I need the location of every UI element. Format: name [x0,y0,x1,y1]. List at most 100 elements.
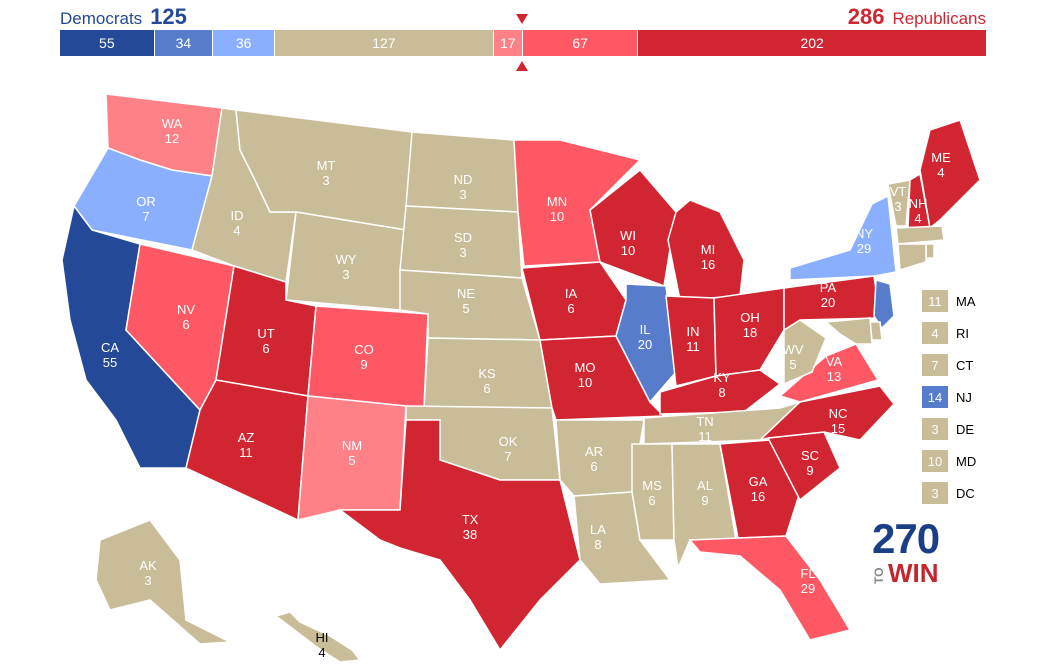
state-pa[interactable] [783,275,881,332]
state-fl[interactable] [688,535,852,641]
small-state-abbr-ri: RI [956,326,969,341]
state-label-ak: AK 3 [139,558,157,588]
small-state-nj[interactable]: 14 NJ [922,386,972,408]
state-label-hi: HI 4 [316,630,329,660]
state-label-oh: OH 18 [740,310,760,340]
small-state-abbr-md: MD [956,454,976,469]
small-state-ri[interactable]: 4 RI [922,322,969,344]
state-label-nh: NH 4 [909,196,928,226]
logo-to: TO [872,567,886,584]
small-state-votes-ct: 7 [931,358,938,373]
state-me[interactable] [919,119,981,230]
state-label-mn: MN 10 [547,194,567,224]
state-label-ky: KY 8 [713,370,731,400]
state-label-az: AZ 11 [238,430,255,460]
small-state-box-dc [922,482,948,504]
small-state-abbr-nj: NJ [956,390,972,405]
state-ca[interactable] [61,204,201,469]
small-state-md[interactable]: 10 MD [922,450,976,472]
state-az[interactable] [185,379,309,522]
state-label-pa: PA 20 [820,280,837,310]
state-label-wv: WV 5 [783,342,804,372]
state-label-mo: MO 10 [575,360,596,390]
state-label-sd: SD 3 [454,230,472,260]
state-label-sc: SC 9 [801,448,819,478]
democrats-label: Democrats [60,9,143,28]
state-va[interactable] [778,343,880,403]
bar-segment-likely_d: 34 [154,30,214,56]
state-label-fl: FL 29 [800,566,815,596]
state-ma[interactable] [895,225,945,245]
state-label-ny: NY 29 [855,226,873,256]
republicans-total: 286 [847,4,885,29]
small-state-votes-ri: 4 [931,326,938,341]
state-il[interactable] [615,283,677,404]
small-state-abbr-dc: DC [956,486,975,501]
small-state-ct[interactable]: 7 CT [922,354,973,376]
state-label-nm: NM 5 [342,438,362,468]
state-label-ms: MS 6 [642,478,662,508]
small-state-box-de [922,418,948,440]
state-label-nv: NV 6 [177,302,195,332]
state-label-mt: MT 3 [317,158,336,188]
state-md[interactable] [824,317,873,345]
state-label-la: LA 8 [590,522,606,552]
logo-win: WIN [888,558,939,588]
state-label-va: VA 13 [826,354,843,384]
democrats-total: 125 [150,4,187,29]
state-ny[interactable] [789,194,897,281]
state-ct[interactable] [897,243,927,271]
bar-segment-lean_d: 36 [213,30,276,56]
democrats-header: Democrats 125 [60,4,187,30]
state-ms[interactable] [631,443,675,541]
state-label-mi: MI 16 [701,242,715,272]
small-state-ma[interactable]: 11 MA [922,290,976,312]
state-co[interactable] [307,305,429,409]
state-label-co: CO 9 [354,342,374,372]
republicans-label: Republicans [892,9,986,28]
bar-segment-likely_r: 67 [522,30,639,56]
state-mi[interactable] [667,199,745,301]
state-label-tn: TN 11 [696,414,713,444]
state-label-ks: KS 6 [478,366,496,396]
state-label-ne: NE 5 [457,286,475,316]
small-state-abbr-ct: CT [956,358,973,373]
small-state-dc[interactable]: 3 DC [922,482,975,504]
state-label-me: ME 4 [931,150,951,180]
logo-270: 270 [872,515,940,562]
small-state-box-ma [922,290,948,312]
state-ak[interactable] [95,519,233,645]
state-ri[interactable] [925,243,935,259]
state-label-nc: NC 15 [829,406,848,436]
state-label-ca: CA 55 [101,340,119,370]
state-ky[interactable] [659,369,782,415]
small-state-votes-nj: 14 [928,390,942,405]
state-label-wy: WY 3 [336,252,357,282]
bar-segment-safe_r: 202 [638,30,986,56]
state-label-wi: WI 10 [620,228,636,258]
270towin-logo: 270 TO WIN [872,515,940,588]
state-hi[interactable] [274,611,362,663]
state-label-ok: OK 7 [499,434,518,464]
state-tx[interactable] [337,419,581,652]
small-state-box-ri [922,322,948,344]
state-label-or: OR 7 [136,194,156,224]
state-nj[interactable] [873,279,895,330]
state-label-il: IL 20 [638,322,652,352]
state-ga[interactable] [719,439,801,539]
small-state-votes-de: 3 [931,422,938,437]
small-state-de[interactable]: 3 DE [922,418,974,440]
state-oh[interactable] [713,287,785,377]
bar-segment-safe_d: 55 [60,30,155,56]
state-label-id: ID 4 [231,208,244,238]
small-state-box-nj [922,386,948,408]
state-nc[interactable] [757,385,895,442]
state-label-wa: WA 12 [162,116,183,146]
small-state-votes-dc: 3 [931,486,938,501]
state-label-ar: AR 6 [585,444,603,474]
state-vt[interactable] [887,179,911,227]
small-state-abbr-ma: MA [956,294,976,309]
small-state-box-ct [922,354,948,376]
small-state-votes-ma: 11 [928,294,942,309]
